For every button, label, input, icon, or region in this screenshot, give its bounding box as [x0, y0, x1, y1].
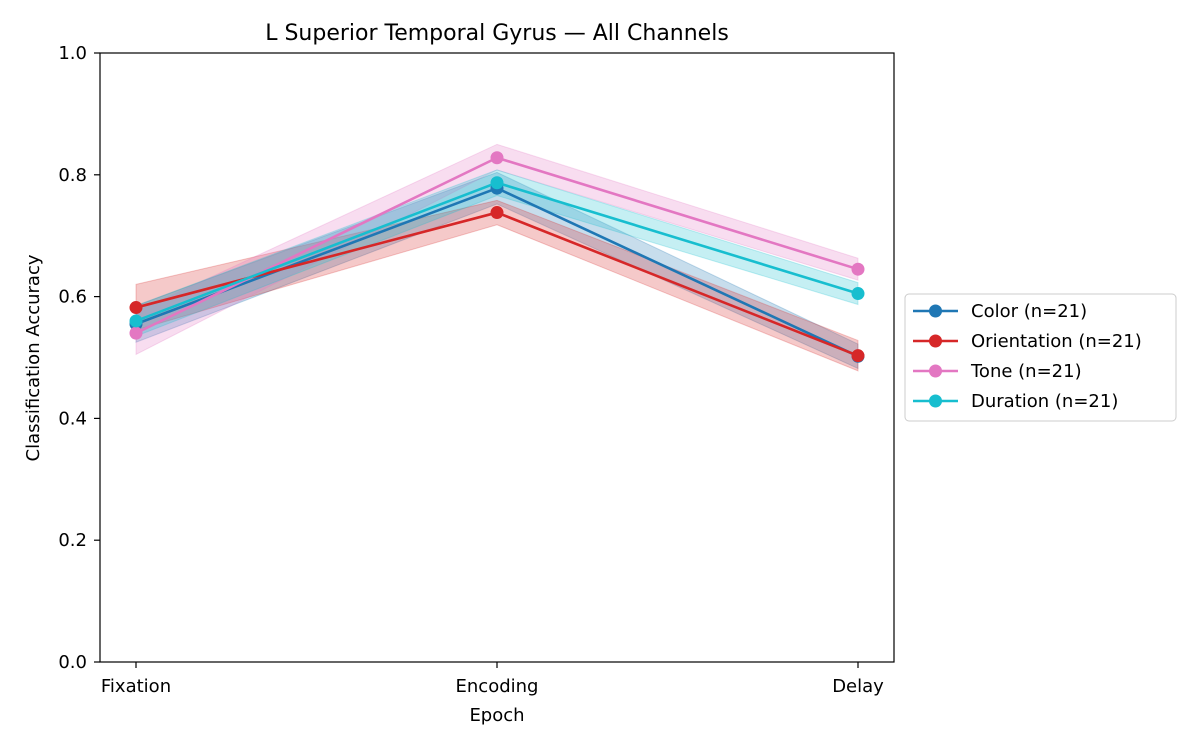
- y-tick-label: 0.2: [58, 530, 87, 551]
- legend-marker: [929, 334, 942, 348]
- y-tick-label: 0.8: [58, 165, 87, 186]
- legend-label: Duration (n=21): [971, 391, 1118, 412]
- legend-marker: [929, 304, 942, 318]
- x-axis-label: Epoch: [469, 705, 524, 726]
- point-orientation-n-21-delay: [851, 349, 865, 363]
- x-tick-label: Encoding: [456, 676, 539, 697]
- legend-label: Color (n=21): [971, 301, 1087, 322]
- y-axis-label: Classification Accuracy: [23, 254, 44, 461]
- y-tick-label: 1.0: [58, 43, 87, 64]
- legend-marker: [929, 394, 942, 408]
- legend-items: Color (n=21) Orientation (n=21) Tone (n=21…: [913, 301, 1142, 412]
- legend-marker: [929, 364, 942, 378]
- point-tone-n-21-fixation: [129, 326, 143, 340]
- point-orientation-n-21-fixation: [129, 301, 143, 315]
- legend-box: [904, 293, 1177, 422]
- legend-item: Orientation (n=21): [913, 331, 1142, 352]
- y-tick-label: 0.0: [58, 652, 87, 673]
- y-tick-label: 0.4: [58, 408, 87, 429]
- legend-item: Duration (n=21): [913, 391, 1118, 412]
- y-axis-ticks: 0.0 0.2 0.4 0.6 0.8 1.0: [58, 43, 100, 673]
- legend-label: Tone (n=21): [970, 361, 1082, 382]
- point-duration-n-21-delay: [851, 287, 865, 301]
- chart-title: L Superior Temporal Gyrus — All Channels: [265, 21, 729, 46]
- y-tick-label: 0.6: [58, 287, 87, 308]
- legend: Color (n=21) Orientation (n=21) Tone (n=21…: [904, 293, 1177, 422]
- x-axis-ticks: Fixation Encoding Delay: [101, 662, 884, 697]
- legend-item: Color (n=21): [913, 301, 1087, 322]
- x-tick-label: Delay: [832, 676, 884, 697]
- point-duration-n-21-fixation: [129, 314, 143, 328]
- x-tick-label: Fixation: [101, 676, 171, 697]
- point-duration-n-21-encoding: [490, 176, 504, 190]
- point-tone-n-21-delay: [851, 262, 865, 276]
- band-tone-n-21: [135, 143, 859, 356]
- point-tone-n-21-encoding: [490, 151, 504, 165]
- legend-item: Tone (n=21): [913, 361, 1082, 382]
- legend-label: Orientation (n=21): [971, 331, 1142, 352]
- point-orientation-n-21-encoding: [490, 206, 504, 220]
- series-points: [129, 151, 865, 363]
